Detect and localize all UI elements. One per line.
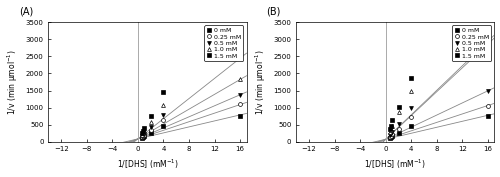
X-axis label: 1/[DHS] (mM$^{-1}$): 1/[DHS] (mM$^{-1}$) — [364, 158, 426, 172]
Y-axis label: 1/v (min μmol$^{-1}$): 1/v (min μmol$^{-1}$) — [6, 49, 20, 115]
Legend: 0 mM, 0.25 mM, 0.5 mM, 1.0 mM, 1.5 mM: 0 mM, 0.25 mM, 0.5 mM, 1.0 mM, 1.5 mM — [452, 25, 492, 61]
Text: (A): (A) — [18, 6, 33, 16]
Text: (B): (B) — [266, 6, 281, 16]
X-axis label: 1/[DHS] (mM$^{-1}$): 1/[DHS] (mM$^{-1}$) — [116, 158, 178, 172]
Y-axis label: 1/v (min μmol$^{-1}$): 1/v (min μmol$^{-1}$) — [254, 49, 268, 115]
Legend: 0 mM, 0.25 mM, 0.5 mM, 1.0 mM, 1.5 mM: 0 mM, 0.25 mM, 0.5 mM, 1.0 mM, 1.5 mM — [204, 25, 244, 61]
